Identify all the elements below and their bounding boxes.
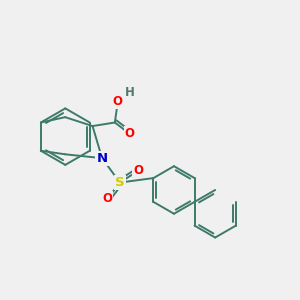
Text: O: O: [125, 127, 135, 140]
Text: O: O: [102, 192, 112, 206]
Text: S: S: [115, 176, 125, 189]
Text: N: N: [97, 152, 108, 165]
Text: H: H: [125, 86, 135, 99]
Text: O: O: [113, 95, 123, 108]
Text: O: O: [133, 164, 143, 177]
